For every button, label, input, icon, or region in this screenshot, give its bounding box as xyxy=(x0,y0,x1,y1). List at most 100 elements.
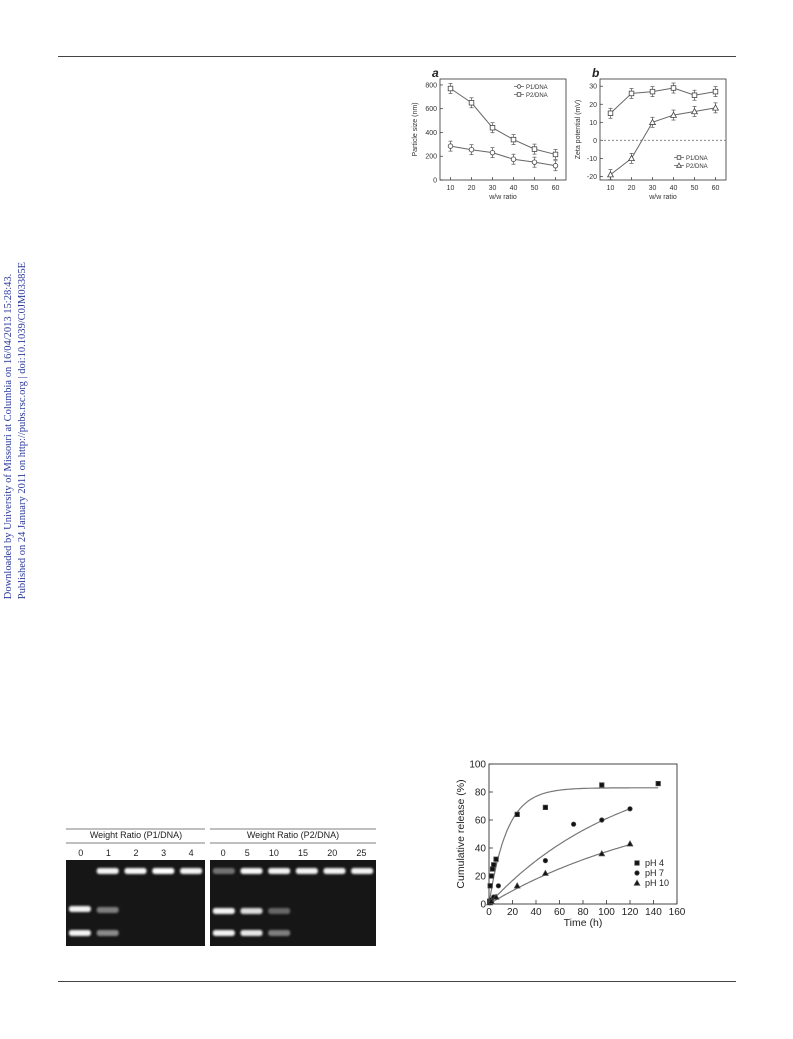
point-P2/DNA xyxy=(510,136,517,143)
legend-label: P2/DNA xyxy=(526,93,548,99)
point-P1/DNA xyxy=(447,143,454,149)
point-P1/DNA xyxy=(712,88,719,95)
y-tick-label: 400 xyxy=(425,130,437,137)
fit-curve-pH 7 xyxy=(488,808,631,905)
x-tick-label: 50 xyxy=(691,185,699,192)
x-tick-label: 40 xyxy=(670,185,678,192)
legend-label: pH 7 xyxy=(645,868,664,878)
y-axis-label: Zeta potential (mV) xyxy=(575,100,582,160)
gel-band xyxy=(152,868,175,874)
point-P2/DNA xyxy=(606,170,615,178)
point-pH 4 xyxy=(488,873,494,879)
watermark-line-published: Published on 24 January 2011 on http://p… xyxy=(17,262,28,600)
x-tick-label: 60 xyxy=(554,907,566,918)
point-P2/DNA xyxy=(690,107,699,115)
point-pH 10 xyxy=(492,893,500,900)
point-P1/DNA xyxy=(510,156,517,162)
legend-marker xyxy=(634,870,640,876)
x-tick-label: 80 xyxy=(577,907,589,918)
gel-band xyxy=(295,868,318,874)
point-P1/DNA xyxy=(468,146,475,153)
footer-rule xyxy=(58,981,736,982)
x-tick-label: 60 xyxy=(552,185,560,192)
x-tick-label: 20 xyxy=(468,185,476,192)
point-pH 10 xyxy=(487,897,495,904)
legend-marker xyxy=(675,162,683,168)
x-tick-label: 40 xyxy=(530,907,542,918)
point-pH 7 xyxy=(542,858,549,864)
legend-label: pH 4 xyxy=(645,858,664,868)
gel-band xyxy=(323,868,346,874)
point-pH 4 xyxy=(491,862,497,868)
x-tick-label: 50 xyxy=(531,185,539,192)
y-tick-label: 60 xyxy=(475,816,487,827)
point-P2/DNA xyxy=(627,154,636,162)
figure-particle-size-zeta: a 0 200 400 600 800 10 20 30 40 50 60 w/w ratio Parti… xyxy=(404,66,740,206)
gel-band xyxy=(240,868,263,874)
y-tick-label: 0 xyxy=(433,178,437,185)
figure-gel-electrophoresis: Weight Ratio (P1/DNA) Weight Ratio (P2/D… xyxy=(64,826,377,947)
gel-band xyxy=(212,908,235,914)
x-tick-label: 30 xyxy=(649,185,657,192)
gel-lane-label: 0 xyxy=(78,848,84,858)
gel-band xyxy=(268,868,291,874)
point-pH 10 xyxy=(513,882,521,889)
point-pH 4 xyxy=(655,780,661,787)
gel-band xyxy=(268,908,291,914)
y-tick-label: 40 xyxy=(475,844,487,855)
x-tick-label: 120 xyxy=(622,907,639,918)
point-P2/DNA xyxy=(447,85,454,92)
gel-band xyxy=(68,930,91,936)
y-axis-label: Cumulative release (%) xyxy=(455,779,467,888)
series-line-P2/DNA xyxy=(450,88,556,155)
gel-band xyxy=(212,868,235,874)
point-pH 7 xyxy=(627,806,633,812)
gel-band xyxy=(180,868,203,874)
point-pH 4 xyxy=(599,782,605,788)
x-tick-label: 140 xyxy=(645,907,662,918)
gel-lane-label: 1 xyxy=(105,848,111,858)
panel-b: b -20 -10 0 10 20 30 10 20 30 40 50 60 w/w ratio Zeta … xyxy=(575,66,727,201)
gel-lane-label: 25 xyxy=(356,848,367,858)
gel-lane-label: 20 xyxy=(327,848,338,858)
point-P1/DNA xyxy=(607,110,614,116)
y-tick-label: 800 xyxy=(425,82,437,89)
header-rule xyxy=(58,56,736,57)
gel-band xyxy=(68,906,91,912)
gel-lane-label: 5 xyxy=(244,848,250,858)
point-pH 4 xyxy=(487,883,493,889)
y-tick-label: 0 xyxy=(593,138,597,145)
y-tick-label: 80 xyxy=(475,788,487,799)
panel-a: a 0 200 400 600 800 10 20 30 40 50 60 w/w ratio Parti… xyxy=(412,66,567,201)
legend-label: P2/DNA xyxy=(686,164,708,170)
y-tick-label: 10 xyxy=(589,120,597,127)
gel-right-title: Weight Ratio (P2/DNA) xyxy=(246,830,340,840)
figure-cumulative-release: 0 20 40 60 80 100 0 20 40 60 80 100 120 140 160 Time (h… xyxy=(452,752,692,932)
x-axis-label: Time (h) xyxy=(564,917,603,929)
x-tick-label: 0 xyxy=(486,907,492,918)
gel-lane-label: 4 xyxy=(188,848,194,858)
point-pH 7 xyxy=(571,821,577,827)
panel-b-label: b xyxy=(592,66,599,80)
gel-band xyxy=(240,908,263,914)
x-tick-label: 10 xyxy=(447,185,455,192)
x-axis-label: w/w ratio xyxy=(648,194,677,201)
y-tick-label: 20 xyxy=(589,102,597,109)
y-tick-label: 20 xyxy=(475,872,487,883)
point-P1/DNA xyxy=(489,149,496,156)
gel-left-lane-labels: 0 1 2 3 4 xyxy=(67,848,205,858)
point-P1/DNA xyxy=(691,92,698,98)
gel-lane-label: 3 xyxy=(161,848,167,858)
x-axis-label: w/w ratio xyxy=(488,194,517,201)
gel-lane-label: 0 xyxy=(220,848,226,858)
x-tick-label: 10 xyxy=(607,185,615,192)
point-pH 4 xyxy=(493,856,499,862)
gel-right-panel xyxy=(210,860,376,946)
gel-lane-label: 15 xyxy=(298,848,309,858)
x-tick-label: 20 xyxy=(628,185,636,192)
gel-band xyxy=(96,930,119,936)
gel-band xyxy=(96,868,119,874)
point-P1/DNA xyxy=(552,163,559,169)
legend-marker xyxy=(634,860,640,866)
